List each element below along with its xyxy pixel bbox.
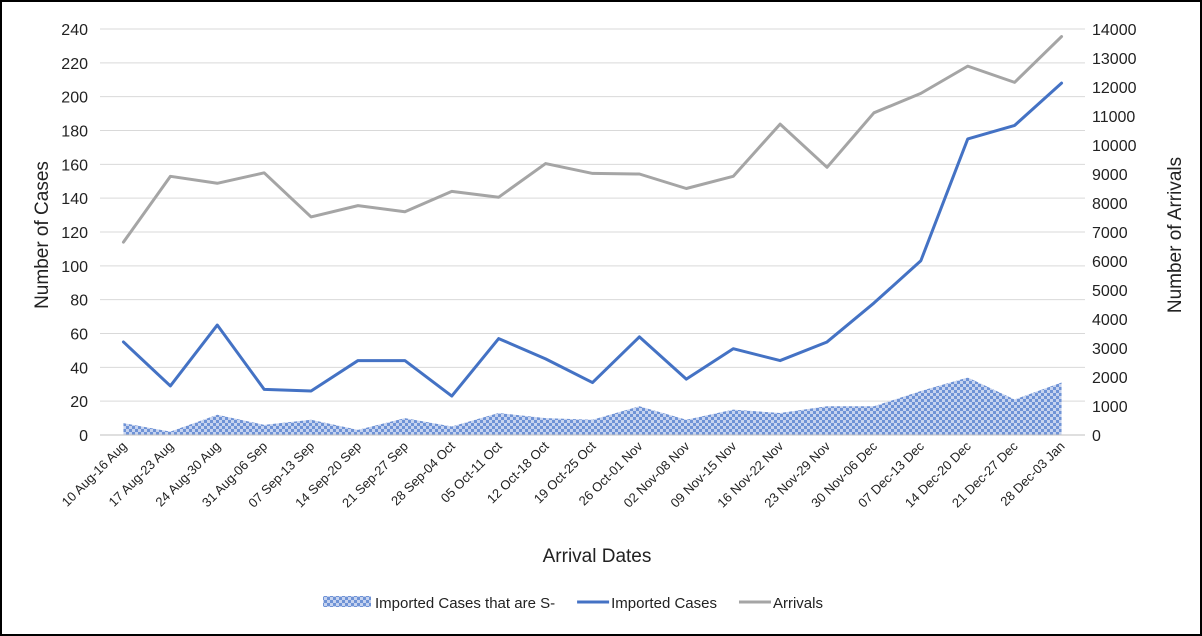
x-axis-title: Arrival Dates — [543, 546, 652, 567]
y2-tick-label: 12000 — [1092, 80, 1137, 97]
area-series-s-negative — [123, 377, 1062, 435]
line-series-arrivals — [121, 35, 1064, 244]
y2-axis-title: Number of Arrivals — [1165, 157, 1186, 313]
y2-tick-label: 7000 — [1092, 225, 1128, 242]
y2-tick-label: 0 — [1092, 428, 1101, 445]
y-tick-label: 40 — [70, 360, 88, 377]
y-tick-label: 180 — [61, 124, 88, 141]
y2-tick-label: 13000 — [1092, 51, 1137, 68]
y-tick-label: 100 — [61, 259, 88, 276]
y2-tick-label: 5000 — [1092, 283, 1128, 300]
y-tick-label: 20 — [70, 394, 88, 411]
y-tick-label: 60 — [70, 327, 88, 344]
y2-tick-label: 4000 — [1092, 312, 1128, 329]
right-y-axis: 0 1000 2000 3000 4000 5000 6000 7000 8000 9000 100… — [1092, 22, 1137, 445]
y2-tick-label: 14000 — [1092, 22, 1137, 39]
y-tick-label: 200 — [61, 90, 88, 107]
left-y-axis: 0 20 40 60 80 100 120 140 160 180 200 220 240 — [61, 22, 88, 445]
y-tick-label: 220 — [61, 56, 88, 73]
legend-label: Imported Cases — [611, 595, 717, 612]
y2-tick-label: 6000 — [1092, 254, 1128, 271]
y2-tick-label: 8000 — [1092, 196, 1128, 213]
y-axis-title: Number of Cases — [32, 161, 53, 309]
y-tick-label: 160 — [61, 157, 88, 174]
legend: Imported Cases that are S- Imported Cases… — [323, 595, 823, 612]
y2-tick-label: 11000 — [1092, 109, 1135, 126]
legend-swatch-area — [323, 596, 371, 607]
area-series-layer — [123, 377, 1062, 435]
y-tick-label: 120 — [61, 225, 88, 242]
gridlines — [100, 28, 1085, 436]
y2-tick-label: 3000 — [1092, 341, 1128, 358]
y2-tick-label: 10000 — [1092, 138, 1137, 155]
line-series-imported-cases — [121, 81, 1064, 398]
y-tick-label: 240 — [61, 22, 88, 39]
y2-tick-label: 9000 — [1092, 167, 1128, 184]
y-tick-label: 80 — [70, 293, 88, 310]
legend-label: Imported Cases that are S- — [375, 595, 555, 612]
y-tick-label: 140 — [61, 191, 88, 208]
y-tick-label: 0 — [79, 428, 88, 445]
line-series-layer — [121, 35, 1064, 398]
y2-tick-label: 1000 — [1092, 399, 1128, 416]
y2-tick-label: 2000 — [1092, 370, 1128, 387]
legend-label: Arrivals — [773, 595, 823, 612]
